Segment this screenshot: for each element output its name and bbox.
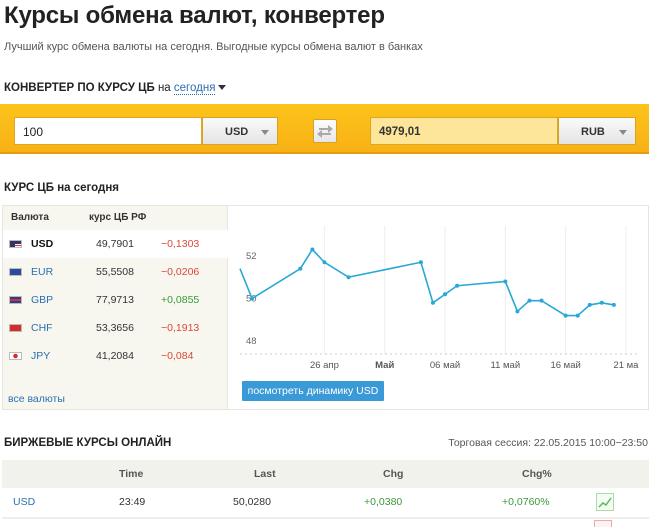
converter-header-label: Конвертер по курсу ЦБ bbox=[4, 82, 155, 94]
view-dynamics-button[interactable]: посмотреть динамику USD bbox=[242, 381, 384, 401]
currency-rate: 41,2084 bbox=[96, 350, 134, 362]
currency-code: GBP bbox=[31, 294, 54, 306]
to-currency-value: RUB bbox=[581, 126, 605, 138]
x-tick-label: 11 май bbox=[491, 360, 521, 371]
swap-icon-line bbox=[319, 128, 331, 130]
series-line bbox=[239, 248, 615, 317]
from-currency-value: USD bbox=[225, 126, 249, 138]
from-currency-select[interactable]: USD bbox=[202, 117, 278, 145]
rate-row-eur[interactable]: EUR 55,5508 −0,0206 bbox=[3, 258, 229, 286]
data-point bbox=[611, 302, 616, 307]
eu-flag-icon bbox=[9, 268, 22, 276]
live-row-usd[interactable]: USD 23:49 50,0280 +0,0380 +0,0760% bbox=[2, 488, 649, 518]
date-selector-link[interactable]: сегодня bbox=[173, 82, 216, 95]
gb-flag-icon bbox=[9, 296, 22, 304]
last-price: 50,0280 bbox=[233, 496, 271, 508]
data-point bbox=[443, 292, 448, 297]
data-point bbox=[527, 298, 532, 303]
conversion-result-field[interactable]: 4979,01 bbox=[370, 117, 558, 145]
currency-rate: 53,3656 bbox=[96, 322, 134, 334]
cb-rates-panel: Валюта курс ЦБ РФ USD 49,7901 −0,1303 EU… bbox=[2, 205, 229, 410]
currency-code: USD bbox=[31, 238, 54, 250]
column-header-last: Last bbox=[254, 468, 276, 480]
currency-rate: 49,7901 bbox=[96, 238, 134, 250]
live-table-header: Time Last Chg Chg% bbox=[2, 460, 649, 488]
column-header-chg: Chg bbox=[383, 468, 404, 480]
data-point bbox=[346, 275, 351, 280]
to-currency-select[interactable]: RUB bbox=[558, 117, 636, 145]
trend-chart-icon[interactable] bbox=[594, 520, 612, 527]
instrument-name[interactable]: USD bbox=[13, 496, 36, 508]
price-change: +0,0380 bbox=[364, 496, 403, 508]
us-flag-icon bbox=[9, 240, 22, 248]
data-point bbox=[298, 266, 303, 271]
data-point bbox=[322, 260, 327, 265]
data-point bbox=[455, 283, 460, 288]
live-rates-title: Биржевые курсы онлайн bbox=[4, 437, 172, 449]
x-tick-label: 26 апр bbox=[310, 360, 339, 371]
currency-change: −0,0206 bbox=[161, 266, 200, 278]
x-tick-label: 21 ма bbox=[613, 360, 639, 371]
currency-change: −0,1303 bbox=[161, 238, 200, 250]
chevron-down-icon[interactable] bbox=[218, 85, 227, 91]
trade-time: 23:49 bbox=[119, 496, 146, 508]
currency-code: JPY bbox=[31, 350, 51, 362]
currency-change: +0,0855 bbox=[161, 294, 200, 306]
data-point bbox=[563, 313, 568, 318]
column-header-time: Time bbox=[119, 468, 144, 480]
x-tick-label: 16 май bbox=[550, 360, 580, 371]
amount-input[interactable]: 100 bbox=[14, 117, 202, 145]
cb-rates-title-prefix: Курс ЦБ bbox=[4, 182, 55, 194]
currency-rate: 55,5508 bbox=[96, 266, 134, 278]
currency-code: CHF bbox=[31, 322, 53, 334]
page-subtitle: Лучший курс обмена валюты на сегодня. Вы… bbox=[4, 41, 423, 53]
all-currencies-link[interactable]: все валюты bbox=[8, 393, 65, 405]
y-tick-label: 52 bbox=[246, 251, 257, 262]
currency-change: −0,1913 bbox=[161, 322, 200, 334]
swap-arrows-icon bbox=[317, 130, 322, 138]
jp-flag-icon bbox=[9, 352, 22, 360]
currency-code: EUR bbox=[31, 266, 54, 278]
row-divider bbox=[2, 518, 649, 519]
data-point bbox=[418, 260, 423, 265]
converter-header: Конвертер по курсу ЦБ на сегодня bbox=[4, 82, 227, 95]
rate-row-usd[interactable]: USD 49,7901 −0,1303 bbox=[3, 230, 229, 258]
trend-chart-icon[interactable] bbox=[596, 493, 614, 511]
data-point bbox=[250, 296, 255, 301]
y-tick-label: 48 bbox=[246, 336, 257, 347]
column-header-chg-pct: Chg% bbox=[522, 468, 552, 480]
chevron-down-icon bbox=[261, 130, 269, 135]
swap-arrows-icon bbox=[328, 125, 333, 133]
data-point bbox=[599, 300, 604, 305]
trading-session-info: Торговая сессия: 22.05.2015 10:00−23:50 bbox=[448, 437, 648, 449]
data-point bbox=[575, 313, 580, 318]
data-point bbox=[587, 302, 592, 307]
ch-flag-icon bbox=[9, 324, 22, 332]
currency-change: −0,084 bbox=[161, 350, 194, 362]
data-point bbox=[539, 298, 544, 303]
column-header-rate: курс ЦБ РФ bbox=[89, 212, 147, 223]
rate-row-chf[interactable]: CHF 53,3656 −0,1913 bbox=[3, 314, 229, 342]
data-point bbox=[430, 300, 435, 305]
converter-header-na: на bbox=[157, 82, 171, 94]
x-tick-label: Май bbox=[375, 360, 394, 371]
price-change-pct: +0,0760% bbox=[502, 496, 550, 508]
cb-rates-title: Курс ЦБ на сегодня bbox=[4, 182, 119, 194]
column-header-currency: Валюта bbox=[11, 212, 49, 223]
cb-rates-title-suffix: на сегодня bbox=[57, 182, 120, 194]
swap-currencies-button[interactable] bbox=[313, 119, 337, 143]
page-title: Курсы обмена валют, конвертер bbox=[4, 2, 385, 29]
data-point bbox=[310, 247, 315, 252]
x-tick-label: 06 май bbox=[430, 360, 460, 371]
swap-icon-line bbox=[319, 133, 331, 135]
chevron-down-icon bbox=[619, 130, 627, 135]
data-point bbox=[503, 279, 508, 284]
rate-row-jpy[interactable]: JPY 41,2084 −0,084 bbox=[3, 342, 229, 370]
data-point bbox=[515, 309, 520, 314]
currency-rate: 77,9713 bbox=[96, 294, 134, 306]
rate-row-gbp[interactable]: GBP 77,9713 +0,0855 bbox=[3, 286, 229, 314]
trend-up-icon bbox=[598, 497, 612, 508]
